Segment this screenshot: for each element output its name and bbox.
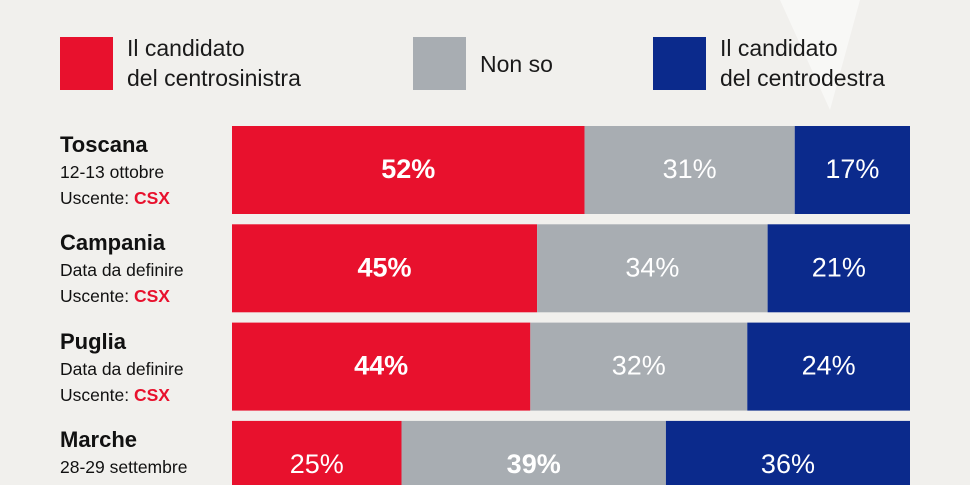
incumbent-party: CSX	[133, 188, 170, 208]
bar-segment	[537, 224, 768, 313]
incumbent-label: Uscente:	[60, 188, 130, 208]
bar-segment	[530, 322, 748, 411]
bar-segment	[584, 126, 795, 214]
bar-segment	[232, 224, 538, 313]
row-title: Puglia	[60, 328, 127, 354]
value-label: 36%	[761, 449, 815, 479]
row-title: Marche	[60, 426, 138, 452]
incumbent-label: Uscente:	[60, 286, 130, 307]
row-date: Data da definire	[60, 260, 184, 281]
legend-label: Il candidato del centrosinistra	[127, 35, 301, 91]
legend-swatch	[653, 37, 706, 90]
row-incumbent: Uscente: CSX	[60, 283, 170, 309]
value-label: 31%	[663, 154, 717, 184]
legend-label: Il candidato del centrodestra	[720, 35, 885, 91]
row-title: Campania	[60, 230, 166, 256]
value-label: 34%	[625, 252, 679, 282]
legend-label: Non so	[480, 51, 553, 77]
value-label: 25%	[290, 449, 344, 479]
bar-segment	[767, 224, 910, 313]
row-date: 12-13 ottobre	[60, 162, 165, 182]
row-title: Toscana	[60, 132, 148, 157]
legend-swatch	[60, 37, 113, 90]
incumbent-label: Uscente:	[60, 384, 130, 405]
bar-segment	[665, 420, 910, 485]
incumbent-party: CSX	[133, 286, 170, 307]
row-incumbent: Uscente: CSX	[60, 185, 170, 211]
legend-swatch	[413, 37, 466, 90]
bar-segment	[232, 420, 402, 485]
value-label: 45%	[358, 252, 412, 282]
value-label: 21%	[812, 252, 866, 282]
incumbent-party: CSX	[133, 384, 170, 405]
value-label: 32%	[612, 351, 666, 381]
row-date: 28-29 settembre	[60, 456, 188, 477]
bar-segment	[794, 126, 910, 214]
watermark	[780, 0, 860, 110]
row-incumbent: Uscente: CSX	[60, 382, 170, 408]
row-date: Data da definire	[60, 358, 184, 379]
bar-segment	[401, 420, 666, 485]
value-label: 17%	[825, 154, 879, 184]
bar-segment	[747, 322, 910, 411]
value-label: 52%	[381, 154, 435, 184]
value-label: 39%	[507, 449, 561, 479]
bar-segment	[232, 126, 585, 214]
value-label: 44%	[354, 351, 408, 381]
bar-segment	[232, 322, 531, 411]
value-label: 24%	[802, 351, 856, 381]
